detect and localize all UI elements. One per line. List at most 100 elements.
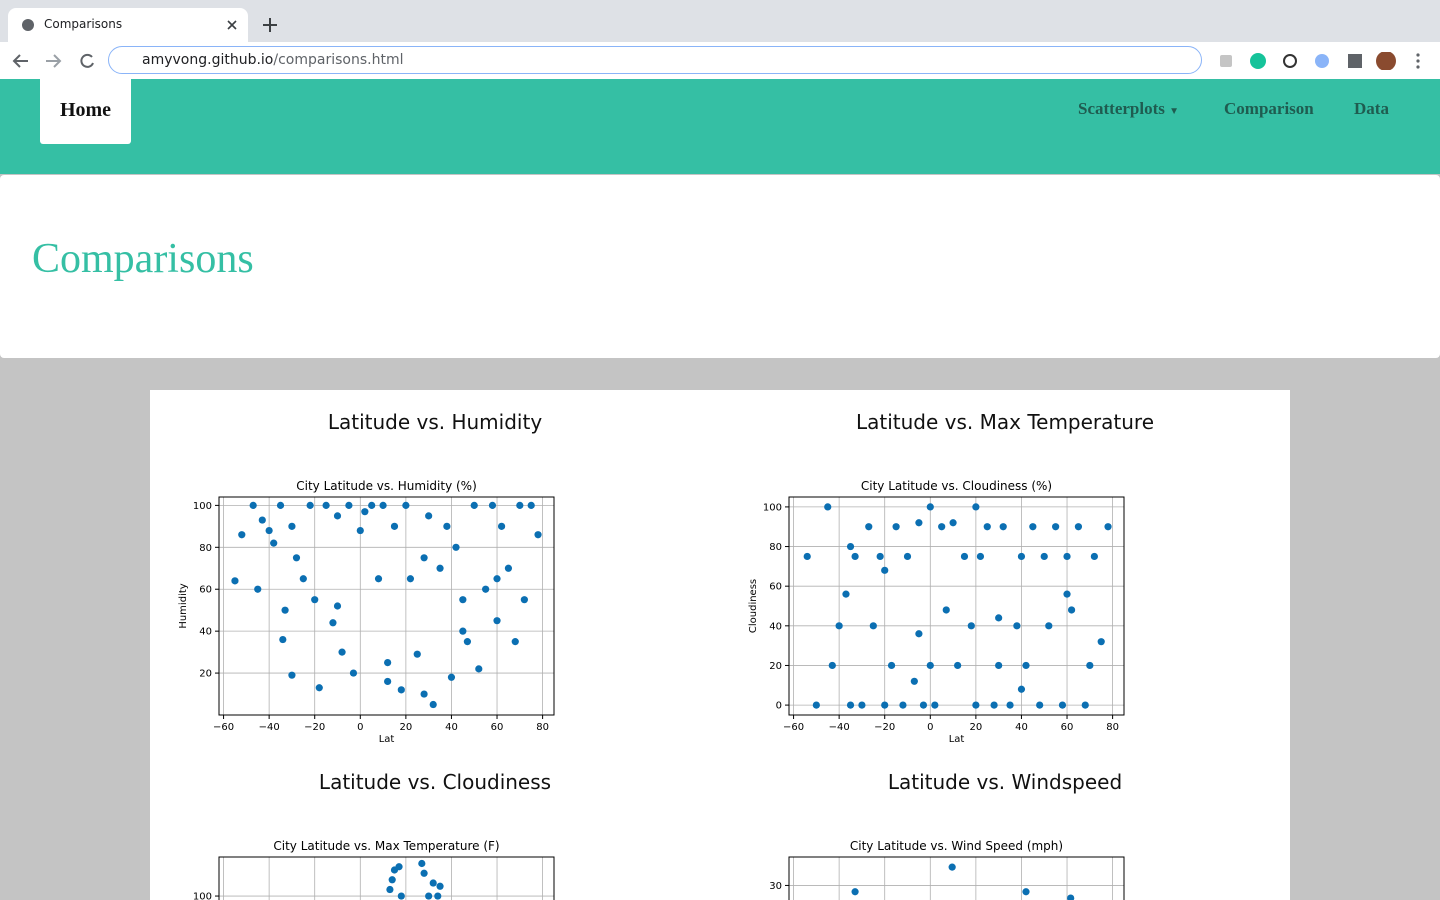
x-axis-label: Lat xyxy=(379,734,395,745)
tab-icon xyxy=(22,19,34,31)
nav-item[interactable]: Comparison xyxy=(1224,99,1314,118)
page-title: Comparisons xyxy=(32,236,254,282)
point xyxy=(846,701,855,709)
point xyxy=(846,542,855,551)
navbar: Home Scatterplots ▼ Comparison Data xyxy=(0,79,1440,174)
point xyxy=(265,526,273,535)
point xyxy=(887,661,896,670)
point xyxy=(329,619,337,627)
tab-title: Comparisons xyxy=(44,17,123,31)
point xyxy=(903,552,912,561)
y-tick-label: 60 xyxy=(199,585,212,596)
point xyxy=(425,512,433,520)
point xyxy=(488,501,497,509)
point xyxy=(1022,888,1030,896)
y-tick-label: 0 xyxy=(776,701,782,712)
point xyxy=(299,575,307,583)
point xyxy=(1036,701,1044,709)
point xyxy=(803,552,811,561)
x-tick-label: 60 xyxy=(1061,722,1074,733)
y-tick-label: 40 xyxy=(769,621,782,632)
charts: Latitude vs. Humidity Latitude vs. Max Te… xyxy=(150,390,1290,900)
x-tick-label: −40 xyxy=(829,722,850,733)
point xyxy=(475,665,483,673)
new-tab[interactable] xyxy=(262,17,278,33)
nav-buttons[interactable] xyxy=(12,52,102,70)
nav-dropdown[interactable]: Scatterplots ▼ xyxy=(1078,99,1179,119)
y-tick-label: 100 xyxy=(193,501,212,512)
point xyxy=(231,577,239,585)
point xyxy=(384,658,392,667)
point xyxy=(1081,701,1089,709)
x-tick-label: 80 xyxy=(536,722,549,733)
y-axis-label: Humidity xyxy=(178,583,189,628)
x-tick-label: 20 xyxy=(400,722,413,733)
address-bar[interactable] xyxy=(108,46,1202,74)
point xyxy=(926,661,934,670)
point xyxy=(493,575,501,583)
point xyxy=(406,575,415,583)
nav-item[interactable]: Data xyxy=(1354,99,1389,118)
y-tick-label: 20 xyxy=(769,661,782,672)
point xyxy=(972,503,980,511)
extensions[interactable] xyxy=(1178,52,1428,70)
point xyxy=(976,552,985,561)
point xyxy=(527,501,535,509)
url[interactable]: amyvong.github.io/comparisons.html xyxy=(142,52,403,68)
point xyxy=(511,638,519,646)
point xyxy=(1104,523,1112,531)
point xyxy=(434,892,442,900)
point xyxy=(315,684,323,692)
x-tick-label: 80 xyxy=(1106,722,1119,733)
y-tick-label: 20 xyxy=(199,669,212,680)
brand[interactable]: Home xyxy=(40,79,131,144)
point xyxy=(881,566,889,574)
point xyxy=(436,882,444,890)
point xyxy=(238,531,246,539)
x-tick-label: 40 xyxy=(445,722,458,733)
point xyxy=(910,677,918,685)
point xyxy=(249,501,257,509)
y-tick-label: 100 xyxy=(193,892,212,900)
point xyxy=(1067,606,1076,614)
point xyxy=(281,606,289,614)
point xyxy=(954,661,962,670)
point xyxy=(1013,622,1021,630)
point xyxy=(482,585,490,593)
point xyxy=(876,552,884,561)
point xyxy=(402,501,410,509)
point xyxy=(322,501,330,509)
point xyxy=(915,519,923,527)
url-path: /comparisons.html xyxy=(273,52,404,68)
point xyxy=(919,701,928,709)
point xyxy=(504,564,513,572)
point xyxy=(949,519,957,527)
point xyxy=(333,512,342,520)
point xyxy=(429,700,437,709)
y-tick-label: 80 xyxy=(769,542,782,553)
tab-close[interactable] xyxy=(226,19,238,31)
point xyxy=(388,876,396,884)
point xyxy=(413,650,421,658)
point xyxy=(869,622,877,630)
x-tick-label: −60 xyxy=(213,722,234,733)
point xyxy=(938,523,946,531)
chart-title: City Latitude vs. Cloudiness (%) xyxy=(861,479,1052,493)
point xyxy=(379,501,387,509)
point xyxy=(1097,638,1105,646)
point xyxy=(258,516,266,524)
x-tick-label: 0 xyxy=(357,722,363,733)
point xyxy=(1045,622,1053,630)
point xyxy=(516,501,524,509)
point xyxy=(948,863,956,871)
point xyxy=(397,686,405,694)
point xyxy=(881,701,889,709)
point xyxy=(254,585,262,593)
point xyxy=(1017,685,1026,693)
point xyxy=(288,522,296,530)
tab[interactable]: Comparisons xyxy=(8,8,248,42)
point xyxy=(1090,552,1098,561)
point xyxy=(995,661,1003,670)
point xyxy=(368,501,376,509)
x-axis-label: Lat xyxy=(949,734,965,745)
